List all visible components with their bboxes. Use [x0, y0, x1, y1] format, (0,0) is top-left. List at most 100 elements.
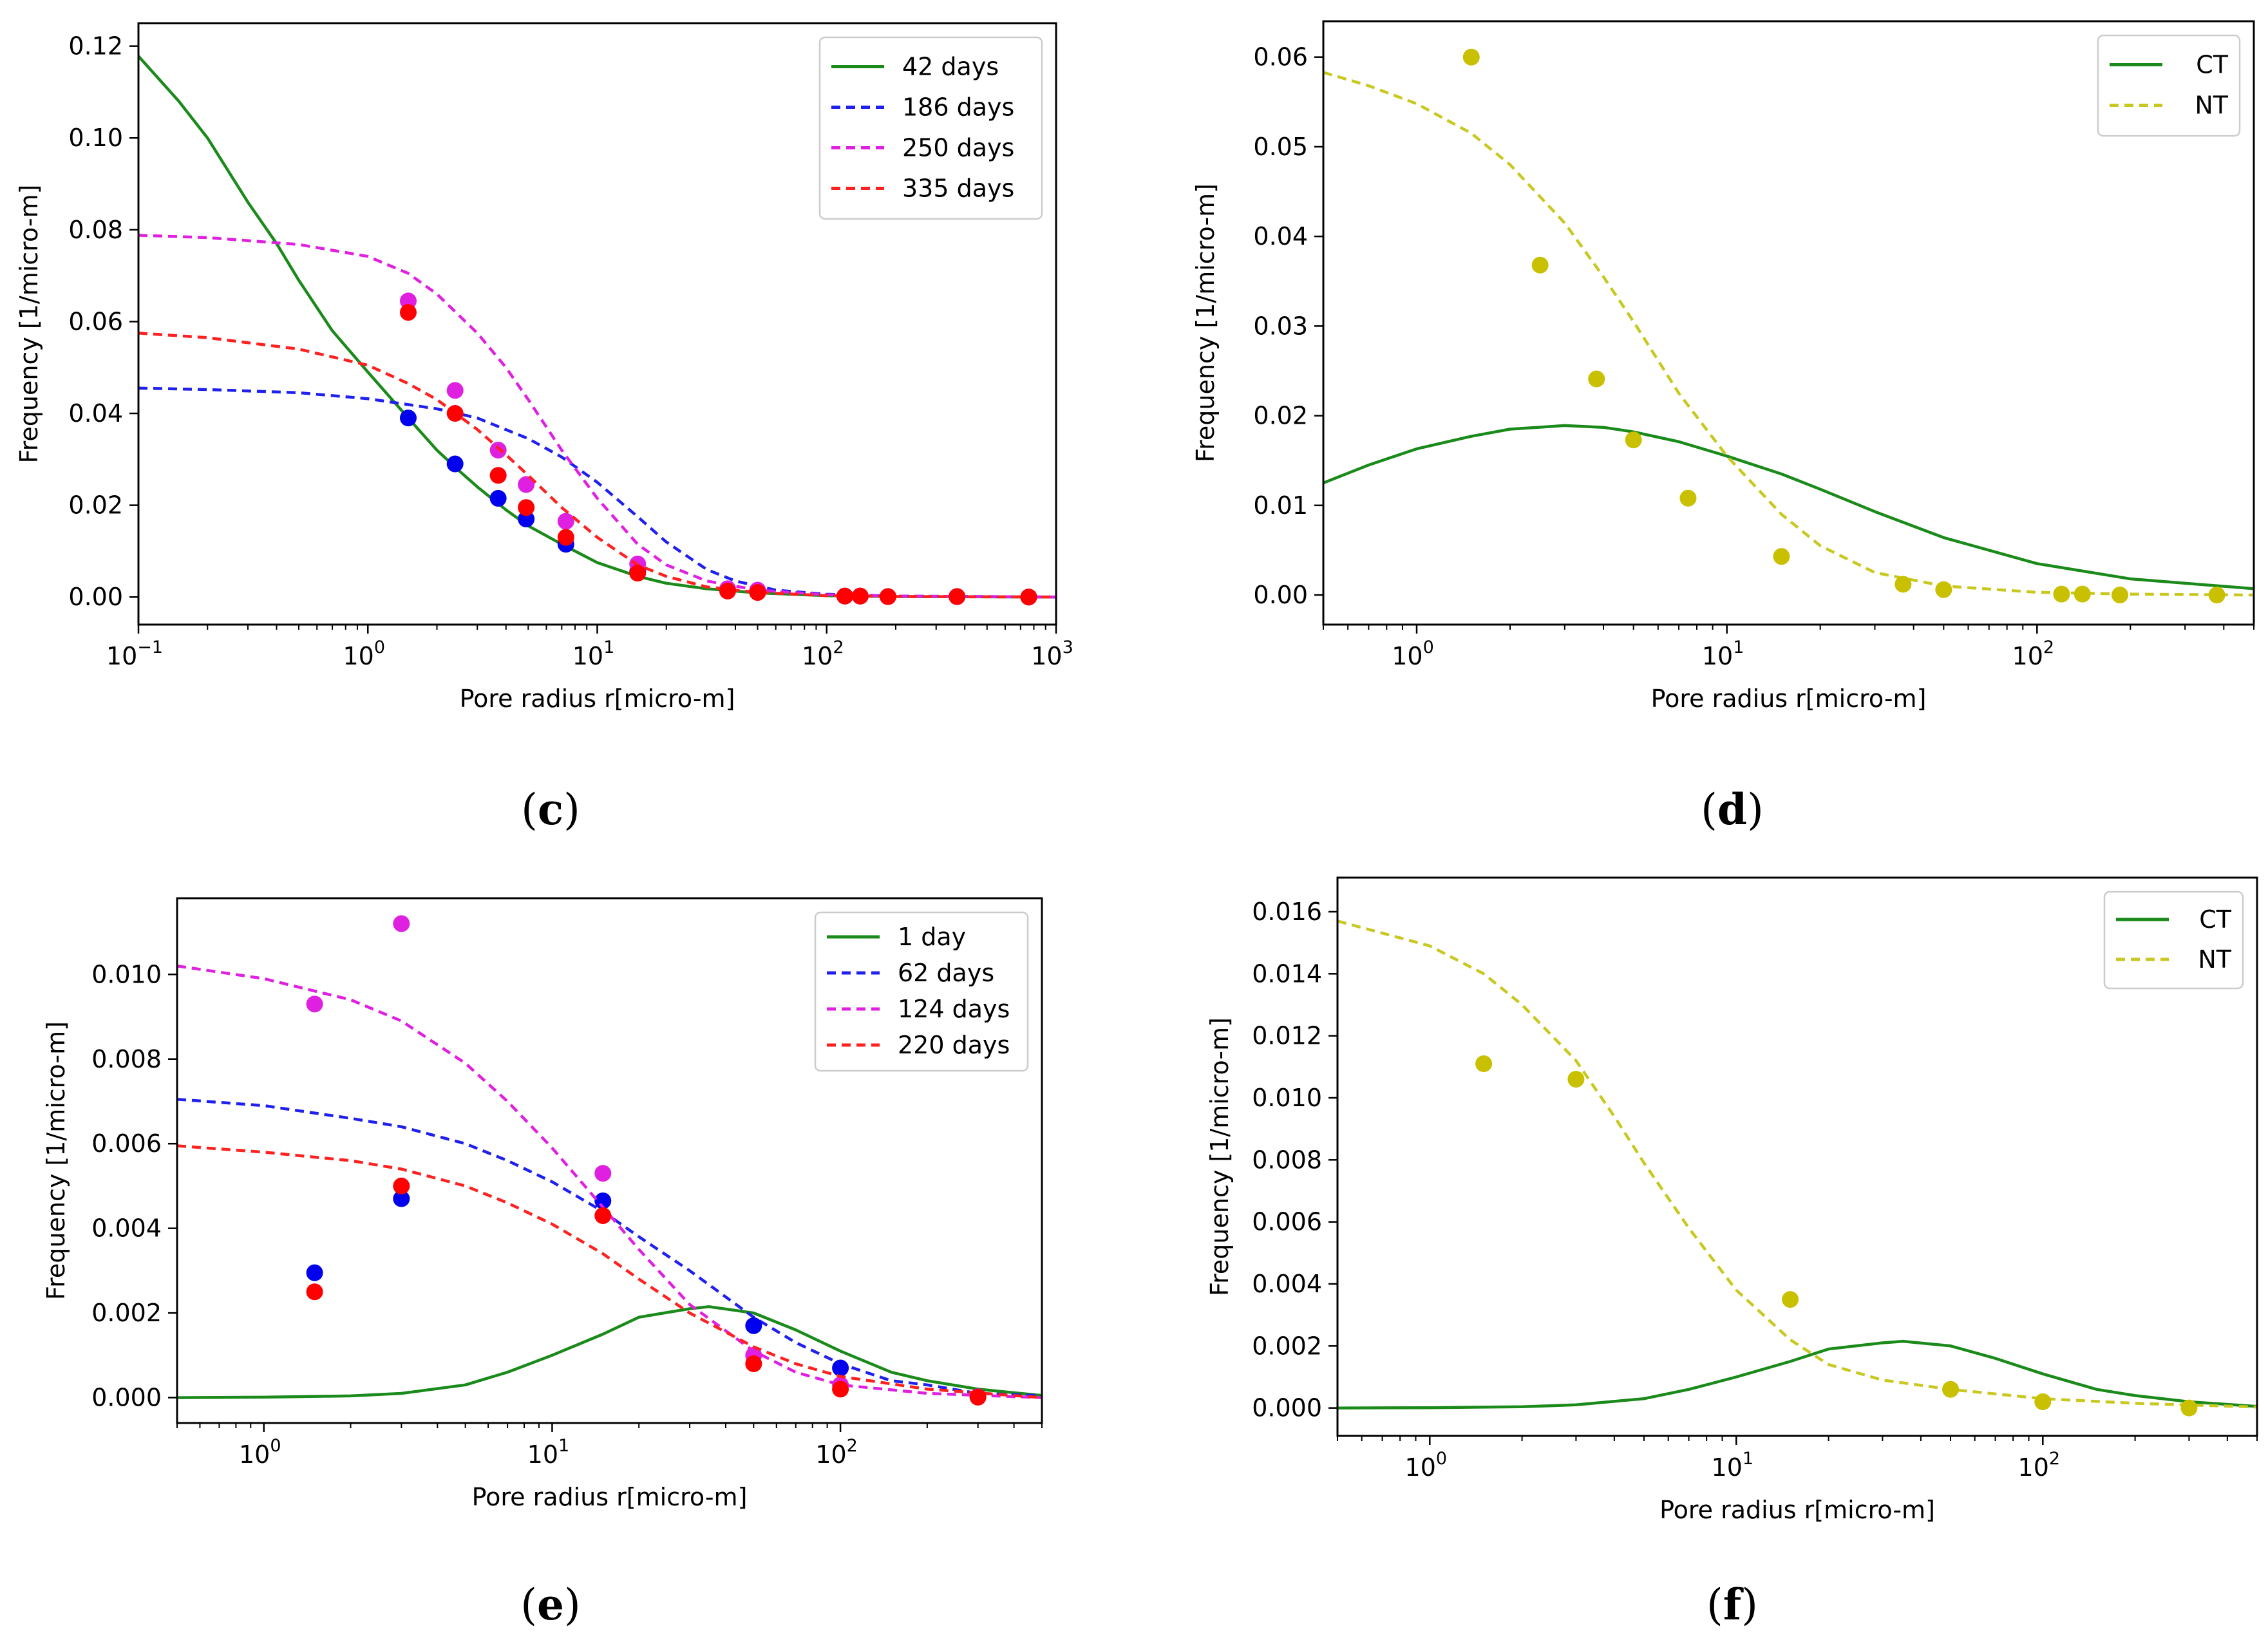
axes-frame: [1336, 876, 2258, 1437]
series-line-220-days: [177, 1144, 1042, 1399]
y-tick-label: 0.016: [1252, 898, 1322, 926]
axes-frame: [137, 22, 1057, 626]
data-point: [399, 292, 417, 310]
legend-box: [814, 911, 1029, 1072]
data-point: [1782, 1291, 1799, 1308]
x-axis-label: Pore radius r[micro-m]: [1659, 1496, 1935, 1524]
data-point: [446, 405, 464, 422]
y-axis-label: Frequency [1/micro-m]: [1205, 1017, 1234, 1296]
legend-box: [818, 36, 1043, 220]
data-point: [879, 588, 896, 605]
x-tick-label: 100: [343, 637, 385, 670]
y-tick-label: 0.010: [91, 960, 162, 988]
panel-caption: (d): [1701, 784, 1764, 834]
y-tick-label: 0.008: [91, 1045, 162, 1073]
data-point: [518, 511, 535, 528]
data-point: [518, 476, 535, 493]
data-point: [557, 513, 574, 530]
x-tick-label: 100: [1405, 1449, 1448, 1482]
data-point: [1020, 589, 1037, 606]
data-point: [836, 587, 853, 605]
y-tick-label: 0.006: [1252, 1208, 1322, 1236]
panel-d: 100 101 102 0.00 0.01 0.02 0.03 0.04 0.05 0.06 Por…: [1191, 20, 2255, 834]
data-point: [594, 1192, 612, 1209]
data-point: [1588, 370, 1605, 388]
x-tick-label: 102: [2018, 1449, 2061, 1482]
x-tick-label: 101: [572, 637, 615, 670]
data-point: [2074, 585, 2091, 603]
data-point: [393, 1190, 410, 1207]
y-tick-label: 0.000: [91, 1384, 162, 1412]
data-point: [306, 995, 323, 1013]
data-point: [306, 1264, 323, 1281]
x-tick-label: 101: [1702, 637, 1744, 670]
data-point: [557, 529, 574, 546]
data-point: [851, 587, 869, 605]
legend-box: [2097, 34, 2241, 137]
data-point: [745, 1317, 762, 1334]
legend-entry: 124 days: [898, 995, 1010, 1023]
legend-entry: NT: [2195, 91, 2228, 120]
series-line-250-days: [138, 234, 1056, 599]
y-tick-label: 0.01: [1253, 491, 1308, 520]
data-point: [832, 1381, 849, 1398]
x-tick-label: 102: [815, 1436, 858, 1469]
data-point: [1567, 1071, 1585, 1088]
plot-area: [1323, 48, 2254, 604]
legend: 1 day 62 days 124 days 220 days: [814, 911, 1029, 1072]
series-line-ct: [1337, 1339, 2257, 1409]
x-tick-label: 100: [1392, 637, 1434, 670]
data-point: [399, 410, 417, 427]
data-point: [2034, 1393, 2052, 1411]
y-tick-label: 0.10: [68, 124, 123, 152]
y-tick-label: 0.014: [1252, 959, 1322, 988]
data-point: [2208, 587, 2225, 604]
data-point: [489, 489, 507, 507]
y-tick-label: 0.00: [1253, 581, 1308, 609]
data-point: [393, 1177, 410, 1194]
legend-entry: 220 days: [898, 1031, 1010, 1059]
legend-entry: 335 days: [902, 174, 1014, 203]
data-point: [489, 442, 507, 459]
y-tick-label: 0.010: [1252, 1084, 1322, 1112]
y-tick-label: 0.02: [68, 491, 123, 520]
panel-c: 10−1 100 101 102 103 0.00 0.02 0.04 0.06 0.08 0.10…: [15, 22, 1073, 834]
series-line-nt: [1337, 919, 2257, 1409]
series-line-335-days: [138, 332, 1056, 599]
panel-e: 100 101 102 0.000 0.002 0.004 0.006 0.008 0.010 P…: [42, 897, 1043, 1630]
y-axis-label: Frequency [1/micro-m]: [1191, 184, 1220, 462]
x-tick-label: 102: [802, 637, 844, 670]
data-point: [2180, 1399, 2198, 1417]
series-line-186-days: [138, 386, 1056, 599]
data-point: [629, 565, 647, 582]
data-point: [1942, 1381, 1959, 1398]
y-tick-label: 0.002: [91, 1299, 162, 1327]
data-point: [518, 499, 535, 516]
y-tick-label: 0.008: [1252, 1145, 1322, 1174]
figure-panels: 10−1 100 101 102 103 0.00 0.02 0.04 0.06 0.08 0.10…: [15, 20, 2258, 1630]
y-tick-label: 0.002: [1252, 1332, 1322, 1360]
data-point: [1475, 1055, 1493, 1072]
data-point: [594, 1207, 612, 1224]
series-line-1-day: [177, 1305, 1042, 1399]
data-point: [749, 584, 766, 601]
data-point: [1773, 548, 1790, 565]
data-point: [949, 588, 966, 605]
y-axis-label: Frequency [1/micro-m]: [42, 1021, 70, 1300]
legend-entry: NT: [2198, 945, 2231, 974]
y-tick-label: 0.08: [68, 216, 123, 244]
panel-f: 100 101 102 0.000 0.002 0.004 0.006 0.008 0.010 0…: [1205, 876, 2258, 1630]
data-point: [306, 1283, 323, 1301]
data-point: [2053, 585, 2070, 603]
y-tick-label: 0.12: [68, 32, 123, 61]
data-point: [446, 455, 464, 473]
y-tick-label: 0.000: [1252, 1394, 1322, 1422]
plot-area: [138, 55, 1056, 606]
y-tick-label: 0.004: [1252, 1270, 1322, 1298]
y-tick-label: 0.05: [1253, 133, 1308, 161]
y-tick-label: 0.04: [1253, 222, 1308, 250]
legend-entry: CT: [2196, 51, 2229, 79]
x-axis-label: Pore radius r[micro-m]: [1651, 684, 1927, 713]
legend: CT NT: [2097, 34, 2241, 137]
